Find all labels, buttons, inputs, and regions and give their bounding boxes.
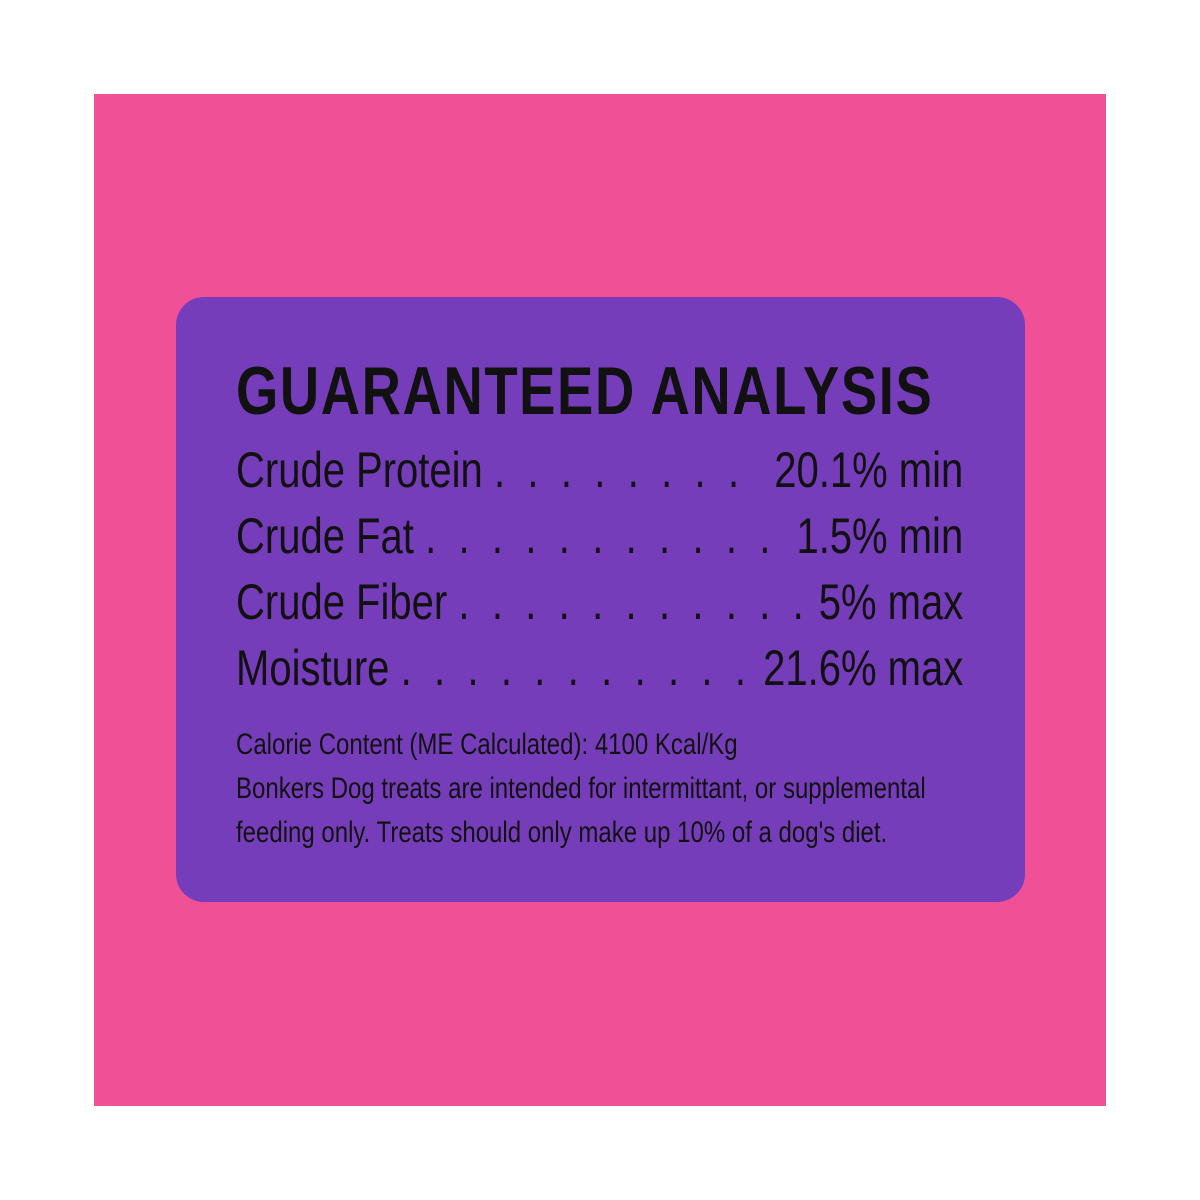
row-label: Crude Protein <box>236 442 483 498</box>
row-label: Moisture <box>236 640 390 696</box>
analysis-row-fat: Crude Fat 1.5% min <box>236 503 963 569</box>
disclaimer-line-2: feeding only. Treats should only make up… <box>236 816 888 849</box>
analysis-panel: GUARANTEED ANALYSIS Crude Protein 20.1% … <box>176 297 1025 902</box>
panel-title: GUARANTEED ANALYSIS <box>236 353 934 429</box>
dot-leader <box>494 437 763 503</box>
footnotes: Calorie Content (ME Calculated): 4100 Kc… <box>236 723 963 855</box>
row-label: Crude Fat <box>236 508 414 564</box>
row-value: 20.1% min <box>774 442 964 498</box>
disclaimer-line-1: Bonkers Dog treats are intended for inte… <box>236 772 926 805</box>
dot-leader <box>401 635 752 701</box>
row-value: 21.6% max <box>763 640 964 696</box>
row-value: 5% max <box>818 574 964 630</box>
analysis-row-fiber: Crude Fiber 5% max <box>236 569 963 635</box>
dot-leader <box>425 503 785 569</box>
row-value: 1.5% min <box>796 508 964 564</box>
analysis-row-moisture: Moisture 21.6% max <box>236 635 963 701</box>
calorie-content: Calorie Content (ME Calculated): 4100 Kc… <box>236 728 738 761</box>
analysis-row-protein: Crude Protein 20.1% min <box>236 437 963 503</box>
dot-leader <box>458 569 807 635</box>
row-label: Crude Fiber <box>236 574 448 630</box>
